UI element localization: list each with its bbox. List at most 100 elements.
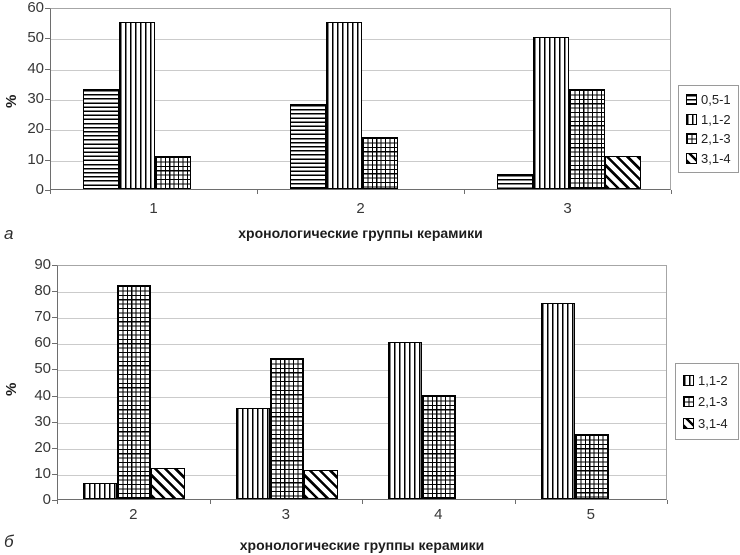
x-tick-mark: [257, 190, 258, 194]
bar-1,1-2-group-2: [325, 22, 362, 189]
chart-a-x-axis-title: хронологические группы керамики: [238, 225, 483, 241]
y-tick-label: 50: [34, 360, 51, 378]
gridline: [58, 370, 666, 372]
chart-b-legend: 1,1-2 2,1-3 3,1-4: [675, 363, 739, 440]
bar-2,1-3-group-4: [422, 394, 457, 499]
x-category-label: 3: [563, 200, 572, 217]
bar-1,1-2-group-3: [235, 407, 270, 499]
y-tick-mark: [45, 38, 50, 40]
legend-swatch-vertical-lines: [683, 374, 694, 386]
bar-3,1-4-group-3: [604, 155, 641, 189]
y-tick-mark: [52, 447, 57, 449]
legend-item: 1,1-2: [686, 112, 738, 127]
legend-swatch-diagonal-lines: [683, 417, 694, 429]
y-tick-mark: [52, 473, 57, 475]
legend-swatch-horizontal-lines: [686, 94, 697, 106]
y-tick-mark: [52, 421, 57, 423]
bar-3,1-4-group-3: [303, 470, 338, 499]
bar-1,1-2-group-3: [532, 37, 569, 189]
legend-swatch-vertical-lines: [686, 113, 697, 125]
x-tick-mark: [209, 500, 211, 504]
x-category-label: 2: [129, 506, 138, 523]
y-tick-label: 80: [34, 282, 51, 300]
bar-0,5-1-group-3: [496, 173, 533, 189]
legend-label: 1,1-2: [701, 111, 731, 127]
bar-1,1-2-group-1: [118, 22, 155, 189]
y-tick-mark: [52, 317, 57, 319]
y-tick-label: 20: [27, 120, 44, 138]
gridline: [58, 292, 666, 294]
x-category-label: 2: [356, 200, 365, 217]
legend-label: 2,1-3: [698, 394, 728, 409]
gridline: [58, 448, 666, 450]
panel-label-a: а: [4, 224, 14, 243]
legend-swatch-grid-crosshatch: [683, 396, 694, 407]
x-category-label: 1: [149, 200, 158, 217]
legend-item: 3,1-4: [683, 416, 738, 431]
y-tick-mark: [52, 343, 57, 345]
x-tick-mark: [464, 190, 465, 194]
legend-label: 3,1-4: [701, 150, 731, 166]
chart-b-x-axis-title: хронологические группы керамики: [239, 537, 485, 553]
gridline: [58, 474, 666, 476]
y-tick-label: 70: [34, 308, 51, 326]
bar-1,1-2-group-2: [83, 483, 118, 499]
legend-item: 0,5-1: [686, 92, 738, 107]
y-tick-label: 0: [42, 491, 51, 508]
y-tick-mark: [45, 190, 50, 191]
bar-0,5-1-group-1: [82, 88, 119, 189]
gridline: [58, 318, 666, 320]
y-tick-label: 50: [27, 29, 44, 47]
panel-label-b: б: [4, 532, 14, 551]
x-tick-mark: [671, 190, 672, 194]
legend-item: 3,1-4: [686, 151, 738, 166]
bar-2,1-3-group-1: [154, 155, 191, 189]
legend-swatch-diagonal-lines: [686, 152, 697, 164]
y-tick-label: 60: [34, 334, 51, 352]
y-tick-mark: [45, 159, 50, 161]
y-tick-label: 10: [27, 150, 44, 168]
x-tick-mark: [362, 500, 363, 504]
y-tick-label: 40: [27, 59, 44, 77]
bar-2,1-3-group-2: [361, 137, 398, 189]
legend-item: 2,1-3: [686, 131, 738, 146]
y-tick-label: 10: [34, 464, 51, 482]
x-category-label: 3: [281, 506, 290, 523]
bar-3,1-4-group-2: [151, 467, 186, 499]
y-tick-mark: [52, 500, 57, 501]
y-tick-label: 30: [34, 412, 51, 430]
legend-item: 2,1-3: [683, 394, 738, 409]
x-tick-mark: [667, 500, 668, 504]
y-tick-mark: [45, 129, 50, 131]
x-category-label: 4: [434, 506, 443, 523]
legend-label: 3,1-4: [698, 415, 728, 431]
legend-label: 2,1-3: [701, 131, 731, 147]
gridline: [58, 396, 666, 398]
bar-0,5-1-group-2: [289, 104, 326, 189]
bar-2,1-3-group-2: [117, 284, 152, 499]
x-tick-mark: [514, 500, 516, 504]
x-tick-mark: [57, 500, 58, 504]
y-tick-mark: [52, 369, 57, 371]
bar-1,1-2-group-5: [540, 303, 575, 499]
bar-2,1-3-group-3: [269, 358, 304, 499]
chart-b-plot-area: [57, 265, 667, 500]
y-tick-label: 0: [35, 181, 44, 198]
chart-a-plot-area: [50, 8, 671, 190]
legend-label: 0,5-1: [701, 92, 731, 108]
x-tick-mark: [50, 190, 51, 194]
y-tick-mark: [45, 99, 50, 100]
y-tick-mark: [52, 265, 57, 266]
y-tick-mark: [45, 68, 50, 70]
chart-a-legend: 0,5-1 1,1-2 2,1-3 3,1-4: [678, 85, 739, 173]
gridline: [58, 344, 666, 346]
y-tick-label: 60: [27, 0, 44, 16]
y-tick-mark: [52, 291, 57, 293]
bar-2,1-3-group-5: [574, 433, 609, 499]
y-tick-label: 30: [27, 90, 44, 107]
legend-item: 1,1-2: [683, 373, 738, 388]
gridline: [58, 422, 666, 424]
y-tick-label: 90: [34, 256, 51, 273]
legend-swatch-grid-crosshatch: [686, 133, 697, 145]
